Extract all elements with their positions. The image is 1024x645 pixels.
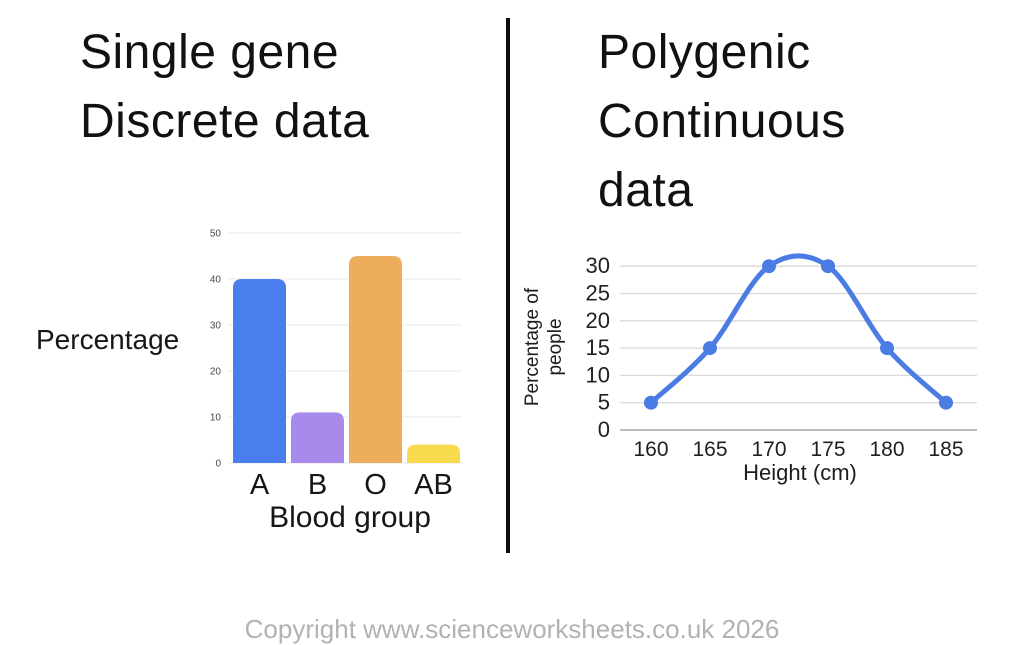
line-chart-x-axis-title: Height (cm) [743, 460, 857, 485]
line-xtick-175: 175 [810, 438, 845, 461]
right-title-line-2: Continuous [598, 95, 846, 148]
bar-O [349, 256, 402, 463]
right-title-line-3: data [598, 164, 694, 217]
line-xtick-160: 160 [633, 438, 668, 461]
bar-ytick-0: 0 [215, 459, 221, 470]
data-point-180 [880, 341, 894, 356]
left-title-line-1: Single gene [80, 26, 340, 79]
copyright-text: Copyright www.scienceworksheets.co.uk 20… [244, 614, 780, 644]
left-panel-title: Single gene Discrete data [80, 18, 369, 156]
bar-category-label-O: O [364, 469, 387, 501]
line-xtick-165: 165 [692, 438, 727, 461]
left-title-line-2: Discrete data [80, 95, 370, 148]
bar-ytick-40: 40 [210, 275, 222, 286]
bar-ytick-20: 20 [210, 367, 222, 378]
bar-ytick-10: 10 [210, 413, 222, 424]
bar-ytick-50: 50 [210, 229, 222, 240]
right-title-line-1: Polygenic [598, 26, 811, 79]
line-ytick-10: 10 [586, 362, 610, 387]
bar-category-label-AB: AB [414, 469, 453, 501]
bar-AB [407, 444, 460, 463]
bar-category-label-A: A [250, 469, 270, 501]
data-point-160 [644, 395, 658, 410]
line-ytick-20: 20 [586, 308, 610, 333]
line-ytick-5: 5 [598, 390, 610, 415]
data-point-175 [821, 259, 835, 274]
line-xtick-180: 180 [869, 438, 904, 461]
data-point-165 [703, 341, 717, 356]
bar-chart-y-axis-title: Percentage [36, 324, 180, 355]
data-point-170 [762, 259, 776, 274]
line-ytick-0: 0 [598, 417, 610, 442]
bar-chart-x-axis-title: Blood group [269, 501, 431, 534]
data-point-185 [939, 395, 953, 410]
line-xtick-185: 185 [928, 438, 963, 461]
right-panel-title: Polygenic Continuous data [598, 18, 846, 225]
bar-category-label-B: B [308, 469, 327, 501]
line-xtick-170: 170 [751, 438, 786, 461]
bar-B [291, 412, 344, 463]
line-ytick-15: 15 [586, 335, 610, 360]
bar-A [233, 279, 286, 463]
line-ytick-25: 25 [586, 281, 610, 306]
vertical-divider [506, 18, 510, 553]
line-ytick-30: 30 [586, 253, 610, 278]
bar-ytick-30: 30 [210, 321, 222, 332]
distribution-curve [648, 253, 949, 406]
